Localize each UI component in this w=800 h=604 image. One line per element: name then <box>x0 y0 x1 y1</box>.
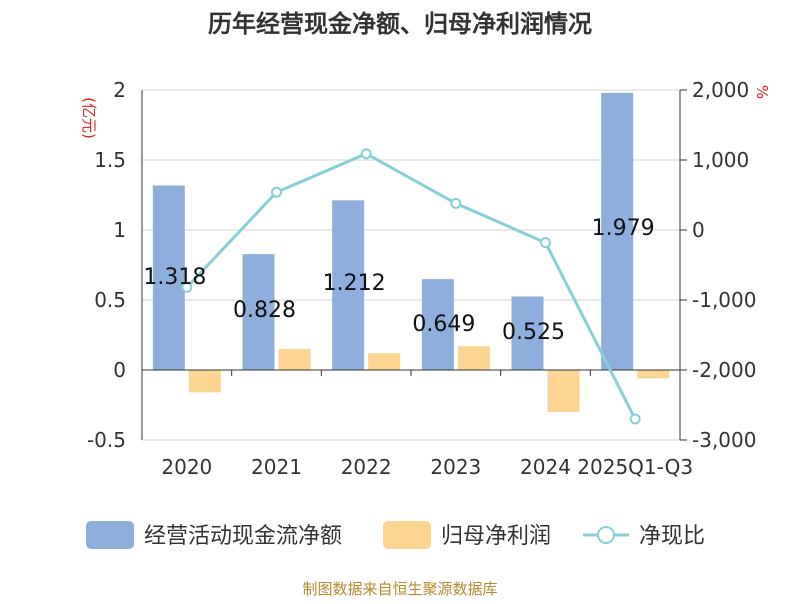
cashflow-bar[interactable] <box>601 92 634 370</box>
left-tick-label: -0.5 <box>87 428 126 452</box>
legend-swatch <box>383 521 431 549</box>
left-tick-label: 1 <box>113 218 126 242</box>
legend-label: 经营活动现金流净额 <box>144 524 342 549</box>
right-tick-label: 1,000 <box>692 148 749 172</box>
legend-label: 净现比 <box>639 524 705 549</box>
left-tick-label: 2 <box>113 78 126 102</box>
cashflow-value-label: 0.649 <box>412 312 475 337</box>
data-labels: 1.318 0.828 1.212 0.649 0.525 1.979 <box>143 216 654 345</box>
net-profit-bar[interactable] <box>547 370 580 412</box>
right-tick-label: 0 <box>692 218 705 242</box>
right-tick-label: -2,000 <box>692 358 756 382</box>
legend-item-ratio[interactable]: 净现比 <box>583 524 705 549</box>
ratio-line-path <box>185 152 637 420</box>
grid-lines <box>142 89 680 441</box>
axes: 2 1.5 1 0.5 0 -0.5 2,000 1,000 0 -1,000 -2,000 -3,0… <box>80 78 771 479</box>
cashflow-value-label: 1.318 <box>143 265 206 290</box>
left-tick-label: 0.5 <box>94 288 126 312</box>
left-tick-label: 0 <box>113 358 126 382</box>
ratio-line <box>181 148 641 425</box>
right-tick-label: -3,000 <box>692 428 756 452</box>
ratio-point[interactable] <box>540 237 551 249</box>
x-tick-label: 2022 <box>341 455 392 479</box>
legend-marker <box>597 526 615 544</box>
ratio-point[interactable] <box>629 413 641 425</box>
x-tick-label: 2025Q1-Q3 <box>577 455 693 479</box>
net-profit-bar[interactable] <box>278 349 311 370</box>
net-profit-bar[interactable] <box>188 370 221 393</box>
x-tick-label: 2021 <box>251 455 302 479</box>
net-profit-bar[interactable] <box>637 370 670 379</box>
footer-source: 制图数据来自恒生聚源数据库 <box>302 580 498 598</box>
cashflow-value-label: 1.212 <box>323 271 386 296</box>
legend-item-net-profit[interactable]: 归母净利润 <box>383 521 551 549</box>
cashflow-bar[interactable] <box>152 185 185 370</box>
x-tick-label: 2023 <box>430 455 481 479</box>
ratio-point[interactable] <box>450 197 462 209</box>
x-tick-label: 2024 <box>520 455 571 479</box>
cashflow-bar[interactable] <box>332 200 365 370</box>
right-axis-unit: % <box>753 85 771 99</box>
ratio-point[interactable] <box>271 186 282 198</box>
cashflow-value-label: 0.525 <box>502 320 565 345</box>
x-tick-label: 2020 <box>161 455 212 479</box>
cashflow-value-label: 1.979 <box>592 216 655 241</box>
chart-title: 历年经营现金净额、归母净利润情况 <box>208 10 592 38</box>
ratio-point[interactable] <box>360 148 372 160</box>
left-axis-unit: (亿元) <box>80 97 98 139</box>
cashflow-bar[interactable] <box>242 254 275 370</box>
legend-item-cashflow[interactable]: 经营活动现金流净额 <box>86 521 342 549</box>
cashflow-value-label: 0.828 <box>233 298 296 323</box>
right-tick-label: 2,000 <box>692 78 749 102</box>
net-profit-bar[interactable] <box>368 353 401 370</box>
cashflow-bar[interactable] <box>421 279 454 370</box>
legend-label: 归母净利润 <box>441 524 551 549</box>
net-profit-bar[interactable] <box>457 346 490 370</box>
left-tick-label: 1.5 <box>94 148 126 172</box>
cashflow-bar[interactable] <box>511 296 544 371</box>
legend[interactable]: 经营活动现金流净额 归母净利润 净现比 <box>86 521 705 549</box>
right-tick-label: -1,000 <box>692 288 756 312</box>
legend-swatch <box>86 521 134 549</box>
bars <box>152 92 670 412</box>
ratio-point[interactable] <box>181 281 193 293</box>
